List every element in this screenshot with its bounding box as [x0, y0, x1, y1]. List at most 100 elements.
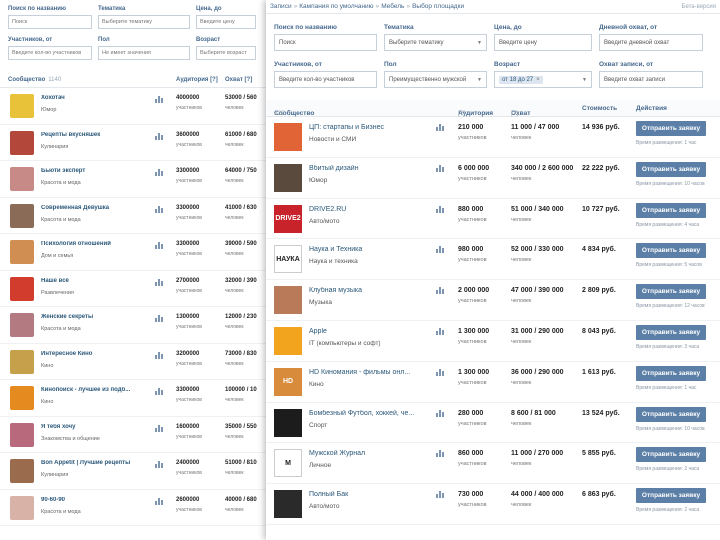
- stats-icon[interactable]: [155, 132, 163, 140]
- send-request-button[interactable]: Отправить заявку: [636, 202, 706, 218]
- community-name-link[interactable]: Наука и Техника: [309, 246, 363, 254]
- avatar[interactable]: [10, 130, 34, 155]
- stats-icon[interactable]: [436, 368, 445, 376]
- stats-icon[interactable]: [436, 123, 445, 131]
- help-icon[interactable]: [?]: [458, 110, 466, 117]
- send-request-button[interactable]: Отправить заявку: [636, 161, 706, 177]
- avatar[interactable]: [10, 94, 34, 118]
- community-name[interactable]: Современная Девушка: [41, 204, 110, 211]
- bg-filter-input[interactable]: Выберите возраст: [196, 46, 256, 60]
- col-price[interactable]: Стоимость: [582, 105, 618, 112]
- stats-icon[interactable]: [436, 164, 445, 172]
- community-avatar[interactable]: HD: [274, 367, 302, 396]
- stats-icon[interactable]: [436, 245, 445, 254]
- avatar[interactable]: [10, 203, 34, 228]
- stats-icon[interactable]: [155, 351, 163, 359]
- stats-icon[interactable]: [155, 241, 163, 249]
- community-name[interactable]: Кинопоиск - лучшее из подб...: [41, 387, 131, 393]
- age-select[interactable]: от 18 до 27 × ▼: [494, 71, 592, 88]
- community-name[interactable]: Я тебя хочу: [41, 423, 76, 430]
- stats-icon[interactable]: [436, 490, 445, 499]
- breadcrumb-item-campaign[interactable]: Кампания по умолчанию: [299, 3, 374, 10]
- breadcrumb-item-furniture[interactable]: Мебель: [381, 3, 405, 10]
- community-name[interactable]: Интересное Кино: [41, 350, 93, 357]
- stats-icon[interactable]: [436, 449, 445, 458]
- stats-icon[interactable]: [155, 497, 163, 505]
- stats-icon[interactable]: [155, 387, 163, 395]
- bg-filter-input[interactable]: Введите кол-во участников: [8, 46, 92, 60]
- community-name-link[interactable]: Бомбезный Футбол, хоккей, че...: [309, 409, 415, 417]
- community-avatar[interactable]: [274, 123, 302, 151]
- avatar[interactable]: [10, 495, 34, 520]
- stats-icon[interactable]: [155, 168, 163, 176]
- members-input[interactable]: Введите кол-во участников: [274, 71, 377, 88]
- community-name[interactable]: Женские секреты: [41, 314, 94, 320]
- community-avatar[interactable]: [274, 163, 302, 192]
- community-name-link[interactable]: HD Киномания - фильмы онл...: [309, 368, 411, 376]
- price-input[interactable]: Введите цену: [494, 34, 592, 51]
- stats-icon[interactable]: [155, 460, 163, 468]
- avatar[interactable]: [10, 459, 34, 483]
- community-name[interactable]: Bon Appetit | Лучшие рецепты: [41, 460, 131, 466]
- community-avatar[interactable]: [274, 286, 302, 315]
- avatar[interactable]: [10, 167, 34, 191]
- community-name[interactable]: Наше всё: [41, 277, 69, 284]
- stats-icon[interactable]: [155, 95, 163, 103]
- community-name[interactable]: 90-60-90: [41, 496, 66, 503]
- stats-icon[interactable]: [436, 409, 445, 417]
- help-icon[interactable]: [?]: [511, 110, 519, 117]
- send-request-button[interactable]: Отправить заявку: [636, 365, 706, 381]
- bg-col-coverage[interactable]: Охват [?]: [225, 76, 253, 83]
- send-request-button[interactable]: Отправить заявку: [636, 284, 706, 300]
- avatar[interactable]: [10, 422, 34, 447]
- community-name[interactable]: Хохотач: [41, 95, 65, 101]
- community-avatar[interactable]: [274, 408, 302, 437]
- community-name[interactable]: Психология отношений: [41, 241, 111, 247]
- bg-filter-input[interactable]: Введите цену: [196, 15, 256, 29]
- avatar[interactable]: [10, 386, 34, 410]
- stats-icon[interactable]: [155, 424, 163, 432]
- daily-coverage-input[interactable]: Введите дневной охват: [599, 34, 703, 51]
- beta-version-link[interactable]: Бета-версия: [681, 3, 717, 10]
- avatar[interactable]: [10, 240, 34, 264]
- post-coverage-input[interactable]: Введите охват записи: [599, 71, 703, 88]
- stats-icon[interactable]: [155, 278, 163, 286]
- send-request-button[interactable]: Отправить заявку: [636, 488, 706, 504]
- bg-col-community[interactable]: Сообщество: [8, 76, 46, 83]
- community-name-link[interactable]: Клубная музыка: [309, 287, 362, 295]
- bg-filter-input[interactable]: Не имеет значения: [98, 46, 190, 60]
- avatar[interactable]: [10, 313, 34, 337]
- bg-filter-input[interactable]: Поиск: [8, 15, 92, 29]
- send-request-button[interactable]: Отправить заявку: [636, 243, 706, 259]
- send-request-button[interactable]: Отправить заявку: [636, 121, 706, 136]
- gender-select[interactable]: Преимущественно мужской ▼: [384, 71, 487, 88]
- community-avatar[interactable]: [274, 326, 302, 355]
- community-name-link[interactable]: Apple: [309, 327, 327, 335]
- send-request-button[interactable]: Отправить заявку: [636, 447, 706, 463]
- community-name-link[interactable]: Полный Бак: [309, 491, 349, 499]
- breadcrumb-item-records[interactable]: Записи: [270, 3, 292, 10]
- remove-tag-icon[interactable]: ×: [536, 76, 540, 83]
- community-name[interactable]: Бьюти эксперт: [41, 168, 86, 174]
- send-request-button[interactable]: Отправить заявку: [636, 324, 706, 340]
- stats-icon[interactable]: [155, 205, 163, 213]
- community-name-link[interactable]: ЦП: стартапы и Бизнес: [309, 124, 384, 131]
- stats-icon[interactable]: [155, 314, 163, 322]
- community-name[interactable]: Рецепты вкусняшек: [41, 131, 101, 138]
- community-avatar[interactable]: [274, 490, 302, 519]
- send-request-button[interactable]: Отправить заявку: [636, 406, 706, 422]
- bg-col-audience[interactable]: Аудитория [?]: [176, 76, 218, 83]
- stats-icon[interactable]: [436, 205, 445, 213]
- stats-icon[interactable]: [436, 286, 445, 295]
- stats-icon[interactable]: [436, 327, 445, 335]
- search-input[interactable]: Поиск: [274, 34, 377, 51]
- bg-filter-input[interactable]: Выберите тематику: [98, 15, 190, 29]
- topic-select[interactable]: Выберите тематику ▼: [384, 34, 487, 51]
- community-avatar[interactable]: M: [274, 449, 302, 478]
- avatar[interactable]: [10, 276, 34, 301]
- community-avatar[interactable]: НАУКА: [274, 245, 302, 274]
- avatar[interactable]: [10, 349, 34, 374]
- community-name-link[interactable]: Мужской Журнал: [309, 450, 366, 458]
- community-name-link[interactable]: DRIVE2.RU: [309, 205, 347, 213]
- community-avatar[interactable]: DRIVE2: [274, 204, 302, 233]
